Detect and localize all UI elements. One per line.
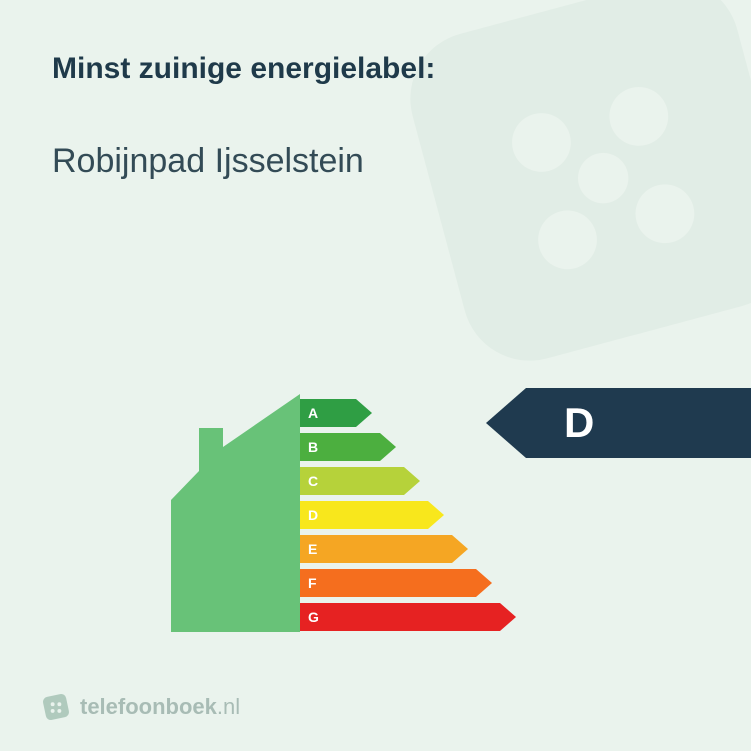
energy-bar-shape — [300, 569, 492, 597]
result-value: D — [564, 399, 594, 447]
energy-bar-shape — [300, 535, 468, 563]
energy-bar-label: G — [308, 609, 319, 625]
energy-bar-shape — [300, 603, 516, 631]
energy-bar-label: C — [308, 473, 318, 489]
footer-brand-tld: .nl — [217, 694, 240, 719]
energy-bar-shape — [300, 501, 444, 529]
footer-logo-icon — [42, 693, 70, 721]
location-name: Robijnpad Ijsselstein — [52, 142, 699, 181]
footer-text: telefoonboek.nl — [80, 694, 240, 720]
page-title: Minst zuinige energielabel: — [52, 52, 699, 86]
house-icon — [165, 394, 300, 632]
energy-label-diagram: A B C D E F G D — [0, 358, 751, 658]
energy-bar-label: D — [308, 507, 318, 523]
energy-bar-label: B — [308, 439, 318, 455]
content-area: Minst zuinige energielabel: Robijnpad Ij… — [0, 0, 751, 181]
energy-bar-label: F — [308, 575, 317, 591]
energy-bar-label: E — [308, 541, 317, 557]
footer-brand-name: telefoonboek — [80, 694, 217, 719]
energy-bar-label: A — [308, 405, 318, 421]
result-badge: D — [486, 388, 751, 458]
footer-brand: telefoonboek.nl — [42, 693, 240, 721]
result-badge-shape — [486, 388, 751, 458]
